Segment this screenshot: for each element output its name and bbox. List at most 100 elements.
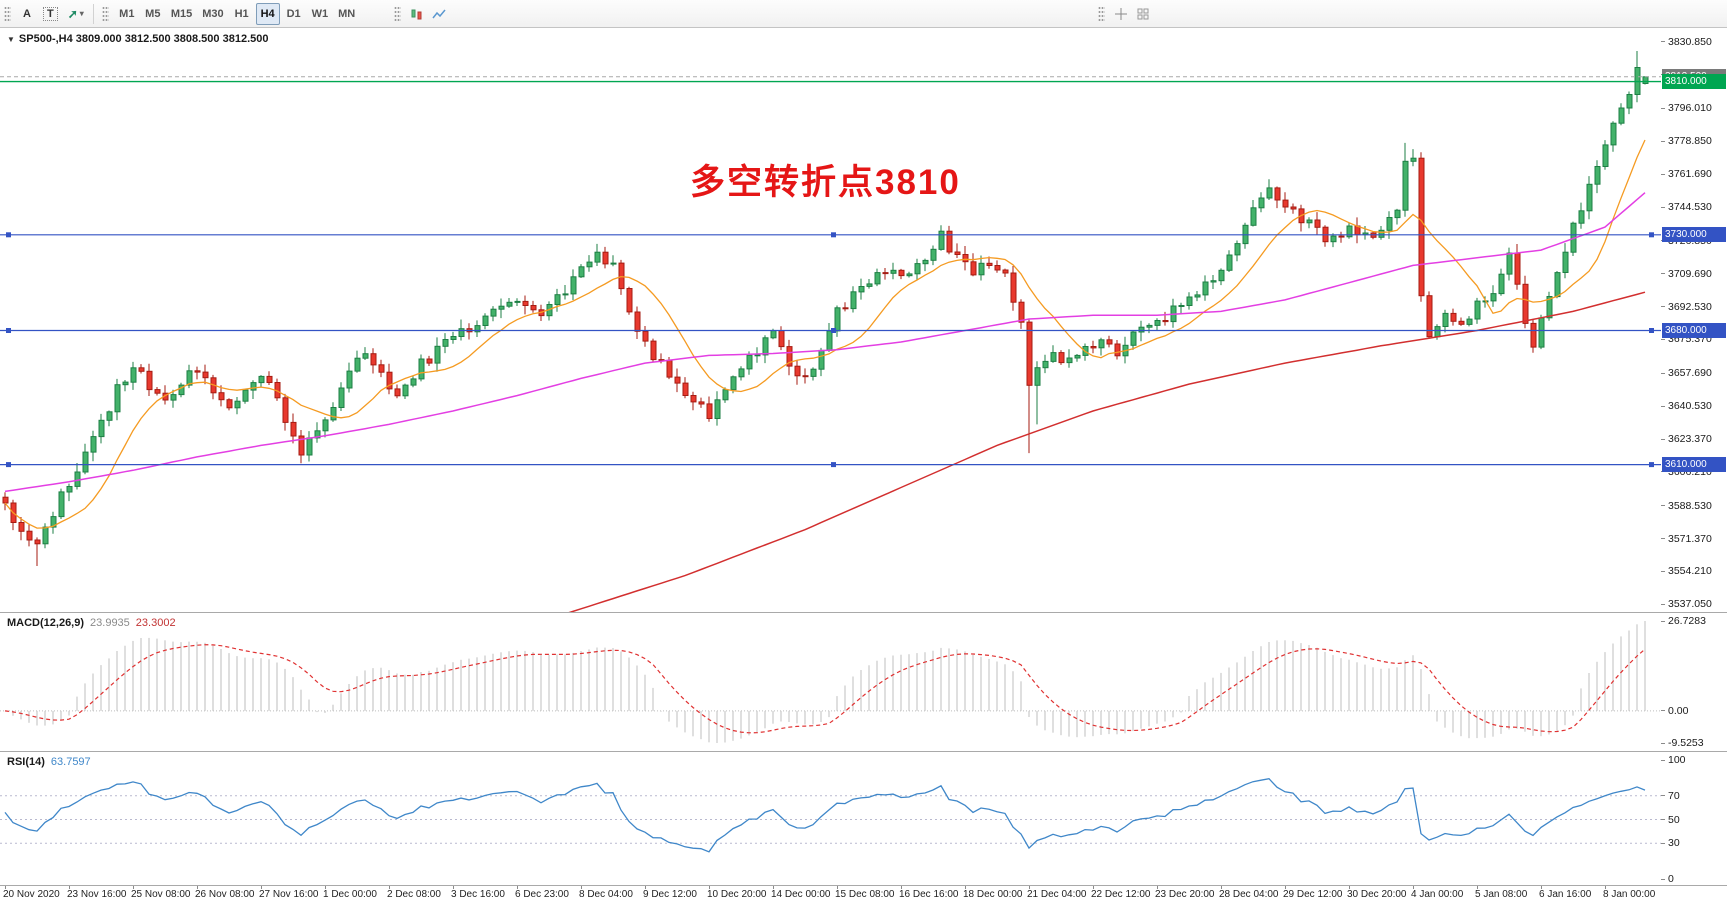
chart-title: ▼ SP500-,H4 3809.000 3812.500 3808.500 38… xyxy=(7,33,268,45)
timeframe-h4[interactable]: H4 xyxy=(255,2,280,25)
candle-body xyxy=(362,353,369,359)
candle-body xyxy=(306,437,313,456)
candle-body xyxy=(946,230,953,253)
axis-tick xyxy=(1661,538,1665,539)
candle-body xyxy=(1162,320,1169,323)
toolbar-drag-handle[interactable] xyxy=(101,5,109,22)
axis-tick xyxy=(1661,372,1665,374)
line-handle[interactable] xyxy=(6,232,11,238)
axis-tick xyxy=(1661,206,1665,208)
axis-label: 3571.370 xyxy=(1668,532,1712,545)
candle-body xyxy=(1258,197,1265,209)
candle-body xyxy=(18,522,25,532)
candle-body xyxy=(1410,157,1417,162)
axis-label: 3744.530 xyxy=(1668,201,1712,213)
text-label-tool-button[interactable]: T xyxy=(38,3,63,25)
date-label: 22 Dec 12:00 xyxy=(1091,889,1151,900)
candle-body xyxy=(690,395,697,403)
candle-body xyxy=(1146,324,1153,328)
line-handle[interactable] xyxy=(6,328,11,333)
date-label: 14 Dec 00:00 xyxy=(771,889,831,900)
axis-label: 0 xyxy=(1668,873,1674,885)
candle-body xyxy=(922,259,929,265)
timeframe-w1[interactable]: W1 xyxy=(308,3,333,25)
toolbar-drag-handle[interactable] xyxy=(1098,5,1106,22)
line-handle[interactable] xyxy=(1649,462,1654,468)
candle-body xyxy=(1610,122,1617,146)
indicator-line xyxy=(4,777,1646,853)
candle-body xyxy=(98,419,105,438)
date-label: 23 Dec 20:00 xyxy=(1155,889,1215,900)
price-axis[interactable]: 3830.8503813.6903796.0103778.8503761.690… xyxy=(1661,28,1727,612)
annotation-text[interactable]: 多空转折点3810 xyxy=(690,163,961,202)
date-label: 25 Nov 08:00 xyxy=(131,889,191,900)
candle-body xyxy=(554,294,561,306)
axis-tick xyxy=(1661,620,1665,622)
date-tick xyxy=(1605,886,1606,889)
price-chart-plot[interactable] xyxy=(0,28,1661,612)
axis-tick xyxy=(1661,603,1665,605)
candle-body xyxy=(1426,295,1433,338)
rsi-plot[interactable] xyxy=(0,752,1661,885)
candle-body xyxy=(1450,312,1457,322)
timeframe-h1[interactable]: H1 xyxy=(230,3,254,25)
crosshair-icon[interactable] xyxy=(1112,5,1130,23)
candle-body xyxy=(778,330,785,348)
timeframe-mn[interactable]: MN xyxy=(334,3,359,25)
date-label: 29 Dec 12:00 xyxy=(1283,889,1343,900)
line-handle[interactable] xyxy=(831,462,836,468)
toolbar-drag-handle[interactable] xyxy=(4,5,11,22)
candle-body xyxy=(642,330,649,342)
macd-svg[interactable] xyxy=(0,613,1661,751)
line-handle[interactable] xyxy=(831,328,836,333)
candle-body xyxy=(1074,354,1081,359)
timeframe-m15[interactable]: M15 xyxy=(167,3,196,25)
candle-body xyxy=(594,251,601,263)
line-handle[interactable] xyxy=(1649,232,1654,238)
timeframe-d1[interactable]: D1 xyxy=(282,3,306,25)
date-label: 28 Dec 04:00 xyxy=(1219,889,1279,900)
text-tool-button[interactable]: A xyxy=(16,3,38,25)
draw-tools-dropdown[interactable]: ➚ ▾ xyxy=(63,3,89,25)
toolbar-drag-handle[interactable] xyxy=(394,5,402,22)
candle-body xyxy=(402,384,409,397)
axis-label: -9.5253 xyxy=(1668,737,1704,749)
price-plot-svg[interactable] xyxy=(0,28,1661,612)
axis-label: 70 xyxy=(1668,789,1680,802)
date-tick xyxy=(389,886,390,889)
collapse-triangle-icon[interactable]: ▼ xyxy=(7,35,15,44)
macd-signal-value: 23.3002 xyxy=(135,617,176,629)
timeframe-m1[interactable]: M1 xyxy=(115,3,139,25)
macd-axis[interactable]: 26.7283 0.00 -9.5253 xyxy=(1661,613,1727,751)
price-tag: 3610.000 xyxy=(1662,457,1726,473)
macd-plot[interactable] xyxy=(0,613,1661,751)
candle-body xyxy=(506,301,513,307)
candle-body xyxy=(482,315,489,327)
line-chart-icon[interactable] xyxy=(430,5,448,23)
candle-body xyxy=(1202,281,1209,296)
candle-body xyxy=(794,365,801,377)
candle-body xyxy=(626,288,633,313)
axis-tick xyxy=(1661,438,1665,440)
rsi-axis[interactable]: 100 70 50 30 0 xyxy=(1661,752,1727,885)
candle-body xyxy=(1050,352,1057,362)
candle-body xyxy=(178,384,185,396)
grid-icon[interactable] xyxy=(1134,5,1152,23)
line-handle[interactable] xyxy=(6,462,11,468)
date-tick xyxy=(1157,886,1158,889)
candle-body xyxy=(218,392,225,401)
candle-body xyxy=(130,367,137,383)
candle-body xyxy=(986,262,993,267)
rsi-svg[interactable] xyxy=(0,752,1661,885)
timeframe-m5[interactable]: M5 xyxy=(141,3,165,25)
candles-icon[interactable] xyxy=(408,5,426,23)
candle-body xyxy=(698,401,705,405)
date-tick xyxy=(1541,886,1542,889)
timeframe-m30[interactable]: M30 xyxy=(198,3,227,25)
candle-body xyxy=(802,375,809,378)
line-handle[interactable] xyxy=(1649,328,1654,333)
axis-tick xyxy=(1661,819,1665,820)
date-axis[interactable]: 20 Nov 2020 23 Nov 16:00 25 Nov 08:00 26 No… xyxy=(0,886,1727,903)
rsi-name: RSI(14) xyxy=(7,756,45,768)
line-handle[interactable] xyxy=(831,232,836,238)
